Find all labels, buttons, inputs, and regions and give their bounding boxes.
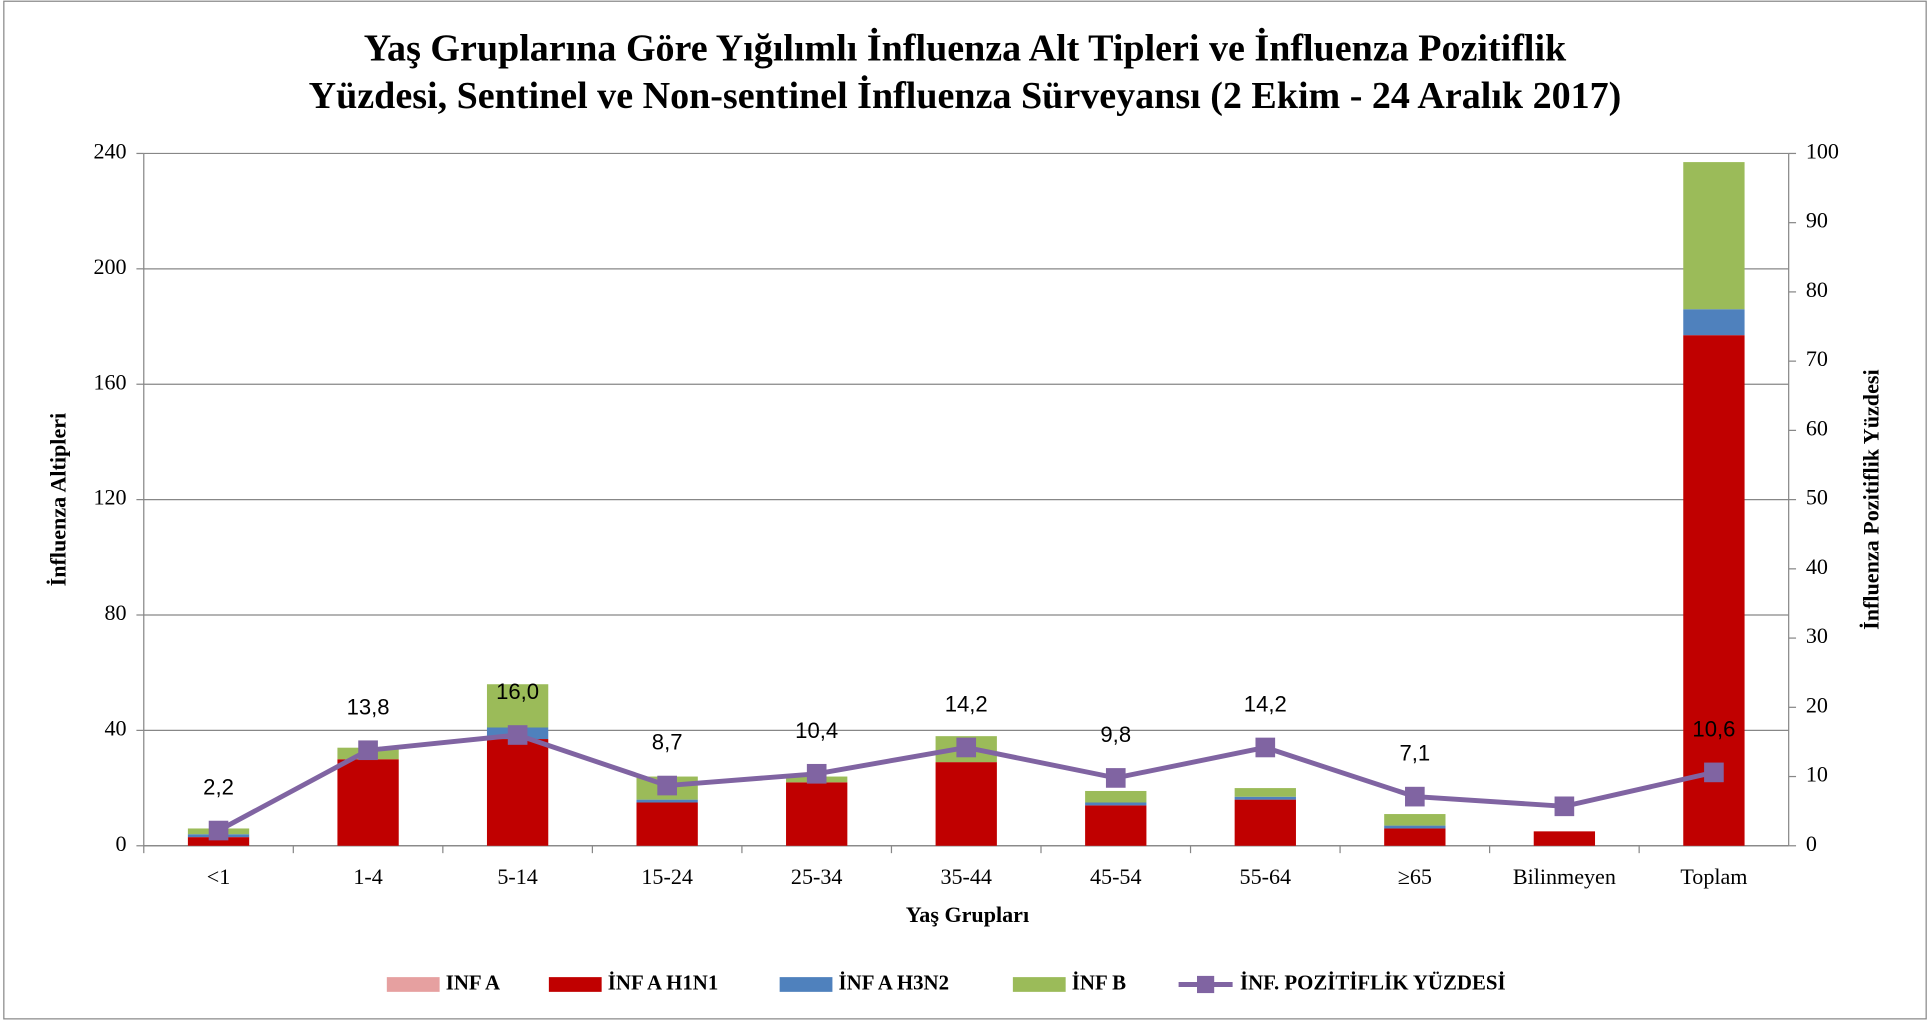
y2-tick-label: 60 [1806,415,1828,440]
y-tick-label: 80 [105,600,127,625]
line-marker [507,725,528,745]
bar-segment [486,684,549,728]
data-label: 14,2 [945,692,988,717]
line-marker [657,775,677,796]
legend-label: INF A [446,970,500,994]
bar-segment [935,762,997,846]
bar-segment [1085,790,1147,803]
x-tick-label: ≥65 [1398,864,1432,889]
line-marker [1405,786,1425,807]
bar-segment [636,802,698,846]
bar-segment [187,837,250,846]
bar-segment [786,782,848,846]
line-marker [1255,737,1276,758]
bar-segment [1683,309,1745,336]
line-marker [358,740,378,761]
bar-segment [1384,828,1446,846]
legend-swatch [779,977,833,992]
y2-tick-label: 0 [1806,831,1817,856]
bar-segment [337,759,399,846]
chart-frame [3,0,1927,1020]
data-label: 10,4 [795,718,838,743]
line-marker [1704,762,1724,783]
legend-marker [1197,975,1215,994]
y2-tick-label: 70 [1806,346,1828,371]
bar-segment [1085,805,1147,846]
x-tick-label: Bilinmeyen [1513,864,1616,889]
legend-label: İNF. POZİTİFLİK YÜZDESİ [1240,970,1506,994]
y-axis-title: İnfluenza Altipleri [45,413,70,587]
bar-segment [1234,788,1296,797]
legend-swatch [1012,977,1066,992]
line-marker [1105,768,1126,788]
y2-tick-label: 100 [1806,139,1839,164]
x-tick-label: 55-64 [1240,864,1292,889]
bar-segment [1384,825,1446,829]
y-tick-label: 240 [93,139,126,164]
bar-segment [1234,799,1296,846]
data-label: 2,2 [203,775,234,800]
chart-title: Yüzdesi, Sentinel ve Non-sentinel İnflue… [309,75,1622,117]
bar-segment [1384,814,1446,826]
y2-tick-label: 30 [1806,623,1828,648]
x-tick-label: 25-34 [791,864,843,889]
y-tick-label: 0 [116,831,127,856]
line-marker [806,763,827,784]
data-label: 16,0 [496,679,539,704]
y2-tick-label: 10 [1806,762,1828,787]
y2-tick-label: 50 [1806,485,1828,510]
x-tick-label: 1-4 [353,864,382,889]
y-tick-label: 160 [93,369,126,394]
x-tick-label: 45-54 [1090,864,1142,889]
bar-segment [1234,796,1296,800]
bar-segment [1683,335,1745,846]
data-label: 14,2 [1244,692,1287,717]
legend-swatch [548,977,602,992]
data-label: 8,7 [652,730,683,755]
data-label: 10,6 [1692,716,1735,741]
x-tick-label: 15-24 [641,864,693,889]
line-marker [956,737,977,758]
bar-segment [636,799,698,803]
legend-label: İNF A H1N1 [608,970,719,994]
bar-segment [486,739,549,846]
x-tick-label: <1 [207,864,231,889]
chart-title: Yaş Gruplarına Göre Yığılımlı İnfluenza … [364,27,1567,69]
y2-axis-title: İnfluenza Pozitiflik Yüzdesi [1858,369,1883,629]
line-marker [1554,796,1575,817]
y2-tick-label: 80 [1806,277,1828,302]
x-tick-label: 5-14 [497,864,537,889]
y-tick-label: 120 [93,485,126,510]
x-tick-label: Toplam [1680,864,1747,889]
bar-segment [1085,802,1147,806]
data-label: 9,8 [1100,722,1131,747]
x-axis-title: Yaş Grupları [906,902,1029,927]
legend-label: İNF B [1072,970,1126,994]
line-marker [208,820,229,841]
y2-tick-label: 40 [1806,554,1828,579]
y2-tick-label: 20 [1806,692,1828,717]
data-label: 13,8 [347,694,390,719]
bar-segment [1533,831,1596,846]
legend-label: İNF A H3N2 [839,970,950,994]
y-tick-label: 200 [93,254,126,279]
y2-tick-label: 90 [1806,208,1828,233]
bar-segment [1683,162,1745,310]
y-tick-label: 40 [105,715,127,740]
x-tick-label: 35-44 [940,864,992,889]
data-label: 7,1 [1399,741,1430,766]
legend-swatch [386,977,440,992]
